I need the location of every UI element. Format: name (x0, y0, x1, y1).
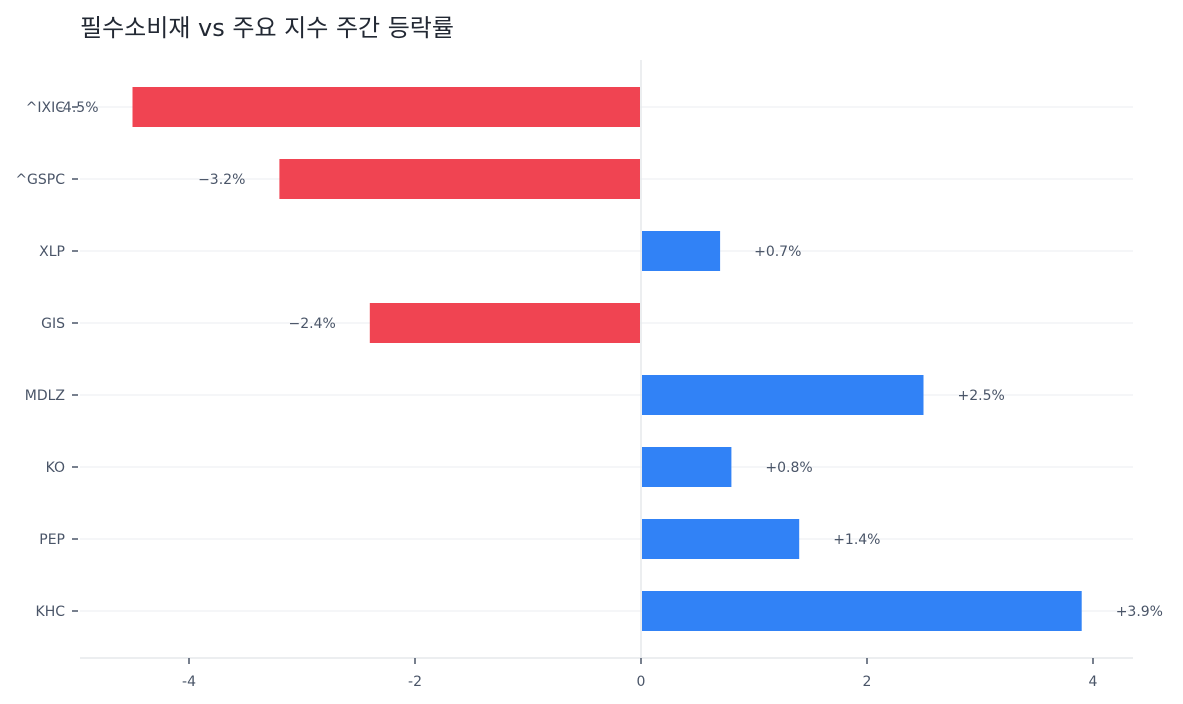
bar (642, 375, 924, 415)
bar (642, 591, 1082, 631)
label-layer: -4.5% −3.2% +0.7% −2.4% +2.5% +0.8% +1.4% +3.9% (58, 100, 1163, 620)
x-tick-label: -2 (408, 674, 422, 690)
x-tick-label: -4 (182, 674, 196, 690)
y-tick-label: MDLZ (25, 388, 65, 404)
bar (642, 519, 800, 559)
data-label: +2.5% (958, 388, 1005, 404)
data-label: -4.5% (58, 100, 99, 116)
data-label: +0.8% (765, 460, 812, 476)
grid-layer (80, 60, 1133, 658)
data-label: +0.7% (754, 244, 801, 260)
bar (369, 303, 640, 343)
y-tick-label: ^IXIC (26, 100, 66, 116)
x-tick-label: 4 (1089, 674, 1098, 690)
data-label: +3.9% (1116, 604, 1163, 620)
y-tick-label: PEP (39, 532, 65, 548)
bar (132, 87, 640, 127)
y-tick-label: KO (46, 460, 65, 476)
chart-title: 필수소비재 vs 주요 지수 주간 등락률 (80, 14, 454, 42)
bar (642, 231, 721, 271)
data-label: −2.4% (288, 316, 335, 332)
x-tick-label: 0 (637, 674, 646, 690)
y-tick-label: ^GSPC (15, 172, 65, 188)
bar (642, 447, 732, 487)
bar (279, 159, 640, 199)
y-tick-label: KHC (36, 604, 66, 620)
axis-layer: -4 -2 0 2 4 ^IXIC ^GSPC XLP GIS MDLZ KO PEP KHC (15, 100, 1133, 690)
data-label: −3.2% (198, 172, 245, 188)
data-label: +1.4% (833, 532, 880, 548)
y-tick-label: GIS (41, 316, 65, 332)
y-tick-label: XLP (39, 244, 65, 260)
bars-layer (132, 87, 1082, 631)
x-tick-label: 2 (863, 674, 872, 690)
